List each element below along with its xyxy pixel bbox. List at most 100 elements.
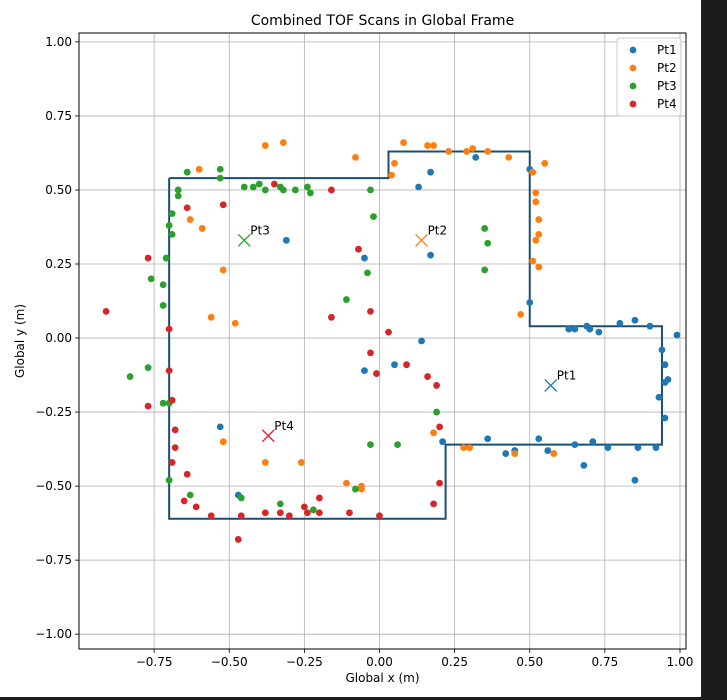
marker-label: Pt2: [428, 223, 448, 237]
data-point: [367, 441, 374, 449]
data-point: [159, 281, 167, 289]
data-point: [532, 236, 540, 244]
data-point: [550, 450, 558, 457]
data-point: [673, 331, 681, 339]
data-point: [631, 316, 639, 324]
data-point: [424, 142, 431, 149]
y-tick-label: 0.00: [45, 331, 72, 345]
window-edge-right: [701, 0, 727, 700]
data-point: [391, 159, 398, 167]
marker-cross-stroke: [261, 429, 275, 443]
data-point: [159, 399, 167, 407]
data-point: [168, 459, 176, 466]
data-point: [219, 266, 227, 274]
data-point: [361, 254, 368, 262]
data-point: [234, 536, 242, 543]
data-point: [427, 251, 434, 259]
data-point: [309, 506, 317, 514]
data-point: [168, 230, 176, 238]
data-point: [270, 180, 278, 188]
data-point: [186, 491, 194, 499]
data-point: [297, 459, 305, 466]
data-point: [565, 325, 573, 333]
data-point: [261, 509, 269, 517]
data-point: [315, 509, 323, 517]
data-point: [192, 503, 200, 511]
y-axis-label: Global y (m): [13, 304, 27, 378]
data-point: [207, 512, 215, 520]
y-tick-label: −0.50: [35, 479, 72, 493]
data-point: [388, 171, 395, 179]
data-point: [532, 198, 540, 206]
data-point: [535, 216, 543, 223]
data-point: [571, 325, 579, 333]
data-point: [216, 423, 224, 431]
data-point: [346, 509, 353, 517]
x-tick-label: −0.75: [136, 655, 173, 669]
data-point: [439, 438, 446, 446]
data-point: [535, 263, 543, 271]
legend-label-pt2: Pt2: [657, 61, 677, 75]
data-point: [303, 183, 311, 191]
data-point: [168, 396, 176, 404]
data-point: [415, 183, 422, 191]
data-point: [484, 239, 492, 247]
data-point: [315, 494, 323, 502]
data-point: [466, 444, 474, 452]
data-point: [291, 186, 299, 194]
data-point: [535, 230, 543, 238]
data-point: [526, 299, 534, 306]
data-point: [195, 165, 203, 173]
x-tick-label: −0.50: [211, 655, 248, 669]
chart-title: Combined TOF Scans in Global Frame: [251, 13, 514, 29]
data-point: [430, 142, 437, 149]
data-point: [255, 180, 263, 188]
data-point: [102, 307, 110, 315]
data-point: [427, 168, 434, 176]
data-point: [589, 438, 597, 446]
data-point: [400, 139, 407, 146]
data-point: [469, 145, 477, 152]
x-axis-label: Global x (m): [345, 671, 419, 685]
chart-svg: Pt1 Pt2 Pt3 Pt4 −0.75 −0.50 −0.25 0.00 0.25 0.50…: [13, 13, 694, 685]
data-point: [361, 367, 368, 375]
y-tick-label: −0.25: [35, 405, 72, 419]
y-ticks: −1.00 −0.75 −0.50 −0.25 0.00 0.25 0.50 0.75 1.00: [35, 35, 79, 641]
data-point: [303, 509, 311, 517]
data-point: [144, 254, 152, 262]
data-point: [282, 236, 290, 244]
data-point: [198, 225, 206, 232]
x-tick-label: 1.00: [667, 655, 694, 669]
y-tick-label: 0.50: [45, 183, 72, 197]
data-point: [511, 450, 519, 457]
data-point: [165, 476, 173, 484]
data-point: [664, 376, 672, 383]
data-point: [367, 349, 374, 357]
data-point: [424, 373, 431, 380]
legend-swatch-pt2: [629, 64, 637, 72]
data-point: [276, 509, 284, 517]
data-point: [394, 441, 401, 449]
data-point: [237, 512, 245, 520]
data-point: [352, 153, 359, 161]
data-point: [433, 408, 440, 416]
data-point: [445, 148, 453, 155]
x-tick-label: −0.25: [286, 655, 323, 669]
data-point: [358, 485, 365, 493]
data-point: [433, 382, 440, 389]
boundary-polyline: [168, 150, 663, 520]
y-tick-label: −1.00: [35, 627, 72, 641]
data-point: [219, 438, 227, 446]
marker-label: Pt1: [557, 368, 577, 382]
position-marker-pt3: Pt3: [237, 223, 270, 247]
y-tick-label: 0.25: [45, 257, 72, 271]
axes-frame: [78, 32, 687, 650]
data-point: [276, 500, 284, 508]
data-point: [616, 319, 624, 327]
data-point: [370, 213, 377, 221]
boundary-layer: [168, 150, 663, 520]
legend-swatch-pt4: [629, 100, 637, 108]
series-pt4: [102, 180, 443, 543]
data-point: [328, 186, 335, 194]
marker-cross-stroke: [415, 233, 429, 247]
